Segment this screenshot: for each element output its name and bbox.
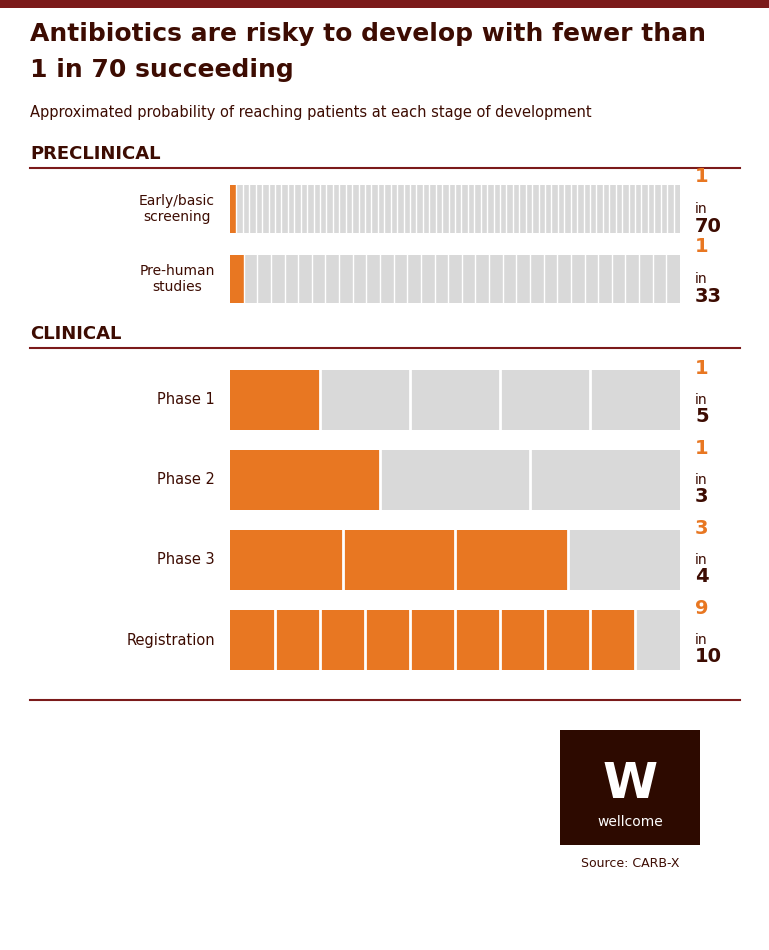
Text: 9: 9 [695,598,708,618]
Text: 4: 4 [695,567,708,586]
Bar [320,610,365,670]
Bar [545,610,590,670]
Text: 70: 70 [695,217,722,236]
Bar [320,370,410,430]
Text: Phase 3: Phase 3 [158,553,215,567]
Text: Approximated probability of reaching patients at each stage of development: Approximated probability of reaching pat… [30,105,591,120]
Bar [635,610,680,670]
Text: Registration: Registration [126,633,215,648]
Text: 1: 1 [695,167,708,186]
Bar [455,610,500,670]
Bar [500,370,590,430]
Text: 5: 5 [695,408,708,427]
Bar [230,185,236,233]
Text: 1 in 70 succeeding: 1 in 70 succeeding [30,58,294,82]
Bar [0,0,769,8]
Text: Phase 2: Phase 2 [157,472,215,487]
Text: W: W [602,760,657,808]
Bar [275,610,320,670]
Text: 10: 10 [695,648,722,667]
Text: Early/basic
screening: Early/basic screening [139,194,215,224]
Bar [230,255,244,303]
Text: in: in [695,633,707,647]
Bar [410,610,455,670]
Bar [365,610,410,670]
Bar [500,610,545,670]
Text: in: in [695,393,707,407]
Text: Antibiotics are risky to develop with fewer than: Antibiotics are risky to develop with fe… [30,22,706,46]
Bar [380,450,530,510]
Bar [590,370,680,430]
Bar [230,255,680,303]
Text: 1: 1 [695,238,708,256]
Bar [560,730,700,845]
Bar [590,610,635,670]
Bar [530,450,680,510]
Bar [342,530,455,590]
Text: 3: 3 [695,487,708,506]
Text: CLINICAL: CLINICAL [30,325,122,343]
Bar [230,450,380,510]
Bar [410,370,500,430]
Text: in: in [695,553,707,567]
Text: in: in [695,202,707,216]
Bar [230,530,342,590]
Bar [230,610,275,670]
Text: 33: 33 [695,287,722,306]
Text: Phase 1: Phase 1 [157,392,215,408]
Text: Pre-human
studies: Pre-human studies [140,264,215,294]
Text: in: in [695,272,707,286]
Text: 3: 3 [695,519,708,538]
Bar [230,185,680,233]
Bar [230,370,320,430]
Bar [455,530,568,590]
Text: in: in [695,473,707,487]
Text: 1: 1 [695,358,708,377]
Text: 1: 1 [695,439,708,458]
Text: PRECLINICAL: PRECLINICAL [30,145,161,163]
Text: wellcome: wellcome [597,815,663,829]
Text: Source: CARB-X: Source: CARB-X [581,857,679,870]
Bar [568,530,680,590]
